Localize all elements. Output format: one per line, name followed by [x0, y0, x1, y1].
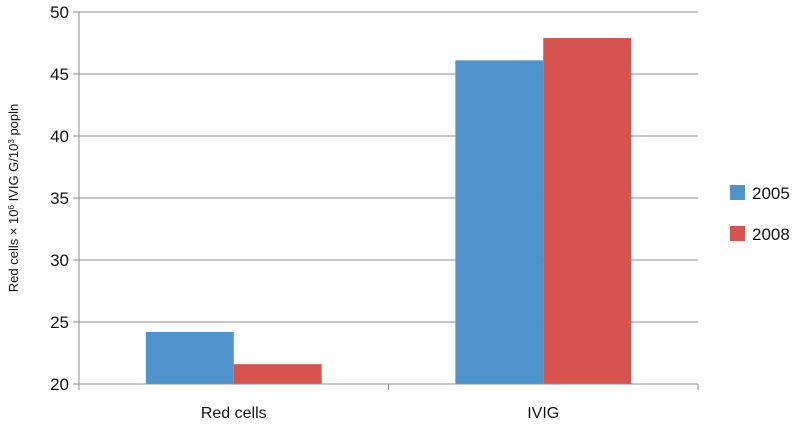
y-tick-label: 35 — [50, 189, 69, 208]
legend: 2005 2008 — [730, 184, 790, 244]
bar-2005-ivig — [455, 60, 544, 385]
y-tick-label: 20 — [50, 375, 69, 394]
y-tick-label: 45 — [50, 65, 69, 84]
y-tick-labels: 20 25 30 35 40 45 50 — [50, 3, 79, 394]
y-tick-label: 50 — [50, 3, 69, 22]
y-tick-label: 25 — [50, 313, 69, 332]
y-tick-label: 40 — [50, 127, 69, 146]
bar-2005-red-cells — [145, 331, 234, 384]
x-category-label: IVIG — [527, 405, 559, 422]
x-category-labels: Red cells IVIG — [201, 405, 559, 422]
bar-2008-ivig — [543, 38, 632, 384]
legend-label-2008: 2008 — [752, 225, 790, 244]
bar-2008-red-cells — [233, 364, 322, 384]
axes — [78, 12, 699, 390]
x-category-label: Red cells — [201, 405, 267, 422]
legend-label-2005: 2005 — [752, 184, 790, 203]
bars — [145, 38, 632, 385]
legend-swatch-2005 — [730, 185, 745, 200]
legend-swatch-2008 — [730, 226, 745, 241]
y-tick-label: 30 — [50, 251, 69, 270]
y-axis-label: Red cells × 106 IVIG G/103 popln — [6, 104, 21, 293]
y-gridlines — [79, 11, 698, 385]
